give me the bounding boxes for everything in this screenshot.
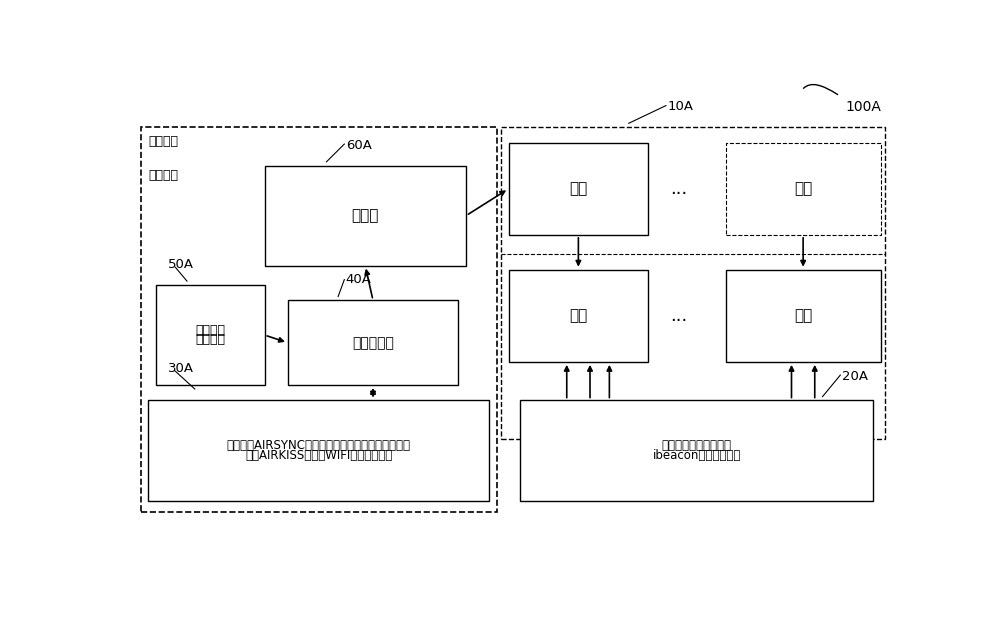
Text: 100A: 100A [846, 100, 882, 114]
Bar [726, 270, 881, 362]
Bar [509, 142, 648, 235]
Bar [288, 300, 458, 385]
Text: 手机: 手机 [569, 308, 588, 323]
Bar [148, 401, 489, 501]
Text: 存储设备: 存储设备 [195, 333, 225, 347]
Bar [509, 270, 648, 362]
Bar [140, 127, 497, 512]
Text: ibeacon无线发射设备: ibeacon无线发射设备 [652, 448, 741, 462]
Text: 手机: 手机 [794, 308, 812, 323]
Bar [520, 401, 873, 501]
Text: 20A: 20A [842, 370, 868, 383]
Text: 符合微信AIRSYNC协议的蓝牙无线通信设备或者符合: 符合微信AIRSYNC协议的蓝牙无线通信设备或者符合 [227, 439, 411, 452]
Text: 60A: 60A [346, 139, 372, 152]
Text: 50A: 50A [168, 258, 194, 271]
Text: 10A: 10A [668, 100, 694, 113]
Text: 视频节目: 视频节目 [195, 324, 225, 336]
Text: 展示装置: 展示装置 [148, 169, 178, 183]
Bar [501, 127, 885, 439]
Text: 互动视频: 互动视频 [148, 135, 178, 148]
Bar [726, 142, 881, 235]
Text: 40A: 40A [346, 273, 372, 286]
Text: ...: ... [670, 307, 688, 325]
Bar [156, 285, 264, 385]
Bar [264, 165, 466, 266]
Text: 显示器: 显示器 [352, 208, 379, 223]
Text: 符合微信播一播协议的: 符合微信播一播协议的 [662, 439, 732, 452]
Text: ...: ... [670, 180, 688, 198]
Text: 微信AIRKISS协议的WIFI无线通信设备: 微信AIRKISS协议的WIFI无线通信设备 [245, 448, 392, 462]
Text: 视频播放器: 视频播放器 [352, 336, 394, 350]
Text: 用户: 用户 [794, 181, 812, 197]
Text: 30A: 30A [168, 362, 194, 375]
Text: 用户: 用户 [569, 181, 588, 197]
